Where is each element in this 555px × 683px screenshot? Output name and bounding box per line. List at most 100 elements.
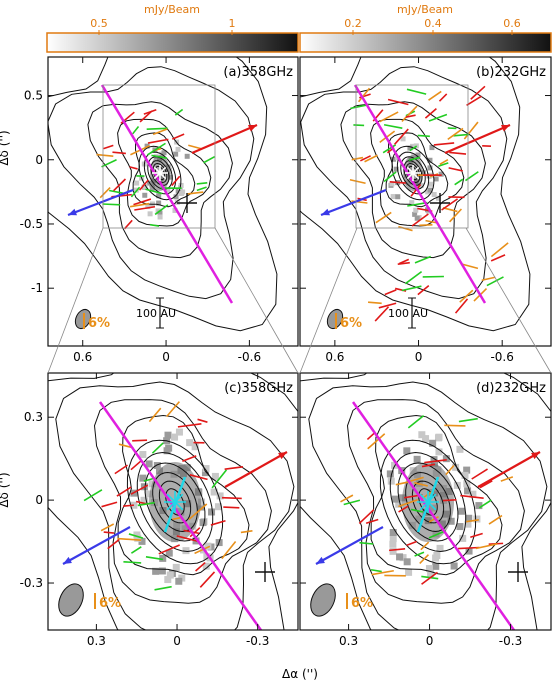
emission-pixel (201, 469, 209, 477)
emission-pixel (389, 529, 397, 537)
polarization-segment (419, 554, 429, 564)
polarization-segment (438, 93, 448, 102)
y-tick-label: -0.5 (20, 217, 43, 231)
colorbar-right-tick: 0.2 (344, 17, 362, 30)
polarization-segment (410, 183, 422, 197)
polarization-segment (221, 540, 237, 560)
polarization-segment (151, 154, 168, 159)
contour-line (93, 399, 272, 604)
polarization-segment (130, 186, 141, 198)
emission-pixel (210, 488, 218, 496)
polarization-segment (171, 175, 181, 187)
panel-c: (c)358GHz 6% 0.3 0 -0.3 0.3 0 -0.3 (20, 372, 299, 648)
emission-pixel (145, 204, 151, 210)
outflow-arrow-red (224, 451, 288, 488)
emission-pixel (438, 171, 444, 177)
emission-pixel (158, 567, 166, 575)
polarization-segment (439, 159, 449, 166)
polarization-segment (375, 211, 392, 224)
polarization-segment (152, 128, 168, 136)
polarization-segment (357, 87, 371, 103)
panel-label: (b)232GHz (476, 65, 546, 80)
polarization-segment (176, 535, 200, 543)
polarization-segment (188, 144, 203, 150)
emission-pixel (199, 519, 207, 527)
colorbar-left-label: mJy/Beam (144, 3, 200, 16)
emission-pixel (400, 136, 406, 142)
polarization-segment (398, 505, 409, 513)
emission-pixel (395, 500, 403, 508)
polarization-segment (166, 401, 180, 418)
polarization-segment (123, 219, 133, 230)
contour-line (48, 57, 278, 332)
polarization-segment (129, 202, 150, 208)
emission-pixel (405, 568, 413, 576)
polarization-segment (398, 225, 413, 232)
polarization-segment (461, 263, 479, 270)
contour-line (370, 414, 503, 576)
polarization-segment (358, 509, 375, 525)
emission-pixel (395, 194, 401, 200)
emission-pixel (149, 185, 155, 191)
polarization-segment (490, 254, 506, 262)
polarization-segment (383, 123, 403, 130)
emission-pixel (139, 450, 147, 458)
panel-b: (b)232GHz 6% 100 AU 0.6 0 -0.6 (299, 56, 552, 364)
emission-pixel (389, 540, 397, 548)
polarization-segment (387, 98, 409, 106)
polarization-vectors (340, 415, 514, 585)
y-tick-label: -0.3 (20, 576, 43, 590)
emission-pixel (389, 181, 395, 187)
polarization-segment (401, 285, 422, 292)
polarization-segment (413, 481, 428, 487)
polarization-segment (490, 242, 509, 258)
colorbar-right: mJy/Beam 0.2 0.4 0.6 (299, 3, 552, 53)
polarization-segment (463, 121, 479, 140)
emission-pixel (427, 187, 433, 193)
polarization-vectors (96, 108, 216, 230)
polarization-segment (197, 418, 208, 423)
polarization-segment (478, 499, 492, 509)
emission-pixel (407, 145, 413, 151)
contour-line (117, 118, 212, 227)
polarization-segment (350, 103, 369, 110)
emission-pixel (133, 531, 141, 539)
emission-pixel (157, 214, 163, 220)
panel-label: (a)358GHz (223, 65, 293, 80)
colorbar-left: mJy/Beam 0.5 1 (46, 3, 299, 53)
panel-frame (299, 56, 552, 347)
emission-pixel (391, 156, 397, 162)
emission-pixel (464, 487, 472, 495)
emission-pixel (459, 534, 467, 542)
polarization-segment (149, 223, 160, 227)
polarization-segment (188, 503, 208, 521)
polarization-segment (424, 107, 437, 119)
source-star-marker (164, 491, 186, 513)
polarization-segment (340, 494, 354, 503)
polarization-segment (366, 432, 376, 441)
polarization-segment (103, 144, 114, 150)
emission-pixel (458, 507, 466, 515)
y-tick-label: -1 (31, 281, 43, 295)
emission-pixel (145, 460, 153, 468)
polarization-segment (194, 545, 211, 555)
polarization-vectors (83, 401, 253, 591)
contour-line (132, 132, 196, 208)
polarization-segment (177, 423, 202, 428)
polarization-segment (408, 156, 421, 162)
emission-pixel (450, 562, 458, 570)
polarization-segment (83, 489, 103, 502)
polarization-segment (349, 178, 366, 185)
source-star-marker (417, 491, 439, 513)
contour-line (405, 471, 451, 533)
polarization-segment (428, 516, 439, 523)
polarization-segment (130, 484, 149, 495)
polarization-segment (101, 501, 118, 508)
polarization-segment (447, 127, 464, 140)
polarization-segment (428, 113, 448, 122)
outflow-arrow-blue (315, 526, 384, 565)
polarization-segment (211, 469, 228, 489)
zoom-region-box (102, 84, 216, 229)
polarization-segment (424, 459, 447, 464)
emission-pixel (427, 157, 433, 163)
